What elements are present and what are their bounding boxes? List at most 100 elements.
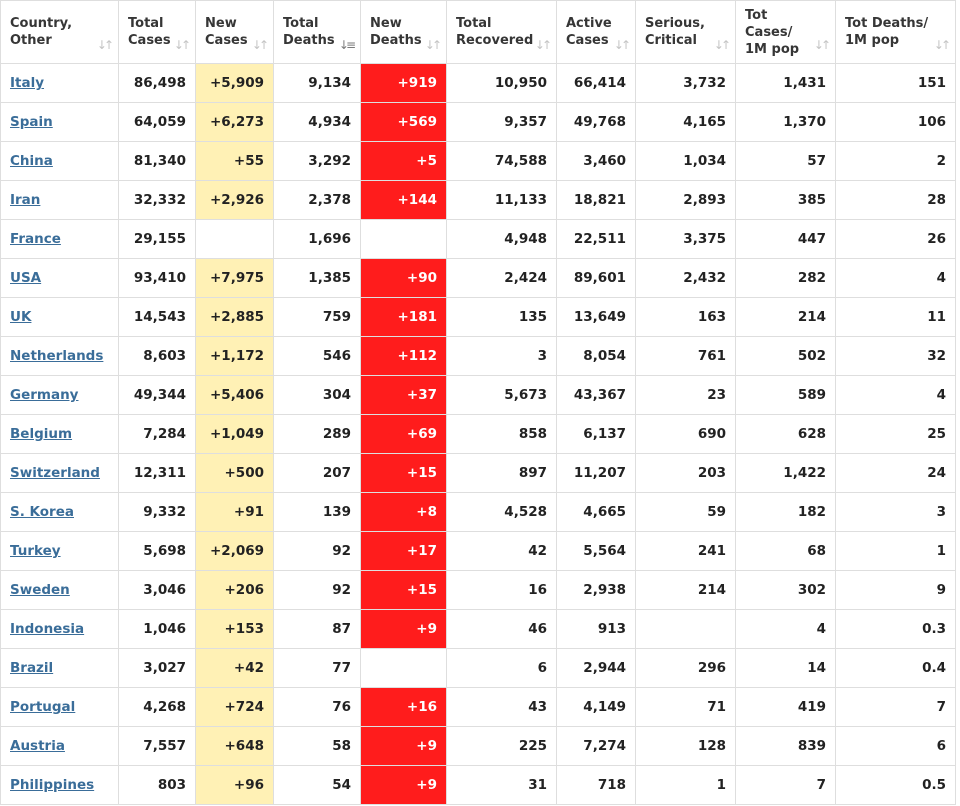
header-label: Serious, Critical — [645, 16, 705, 48]
sort-arrows-icon[interactable]: ↓↑ — [713, 38, 731, 52]
serious-critical-cell: 4,165 — [635, 102, 736, 142]
country-cell: Netherlands — [0, 336, 119, 376]
total-deaths-cell: 2,378 — [273, 180, 361, 220]
active-cases-cell: 7,274 — [556, 726, 636, 766]
total-cases-cell: 32,332 — [118, 180, 196, 220]
country-link[interactable]: Sweden — [10, 582, 70, 598]
country-cell: Portugal — [0, 687, 119, 727]
total-deaths-cell: 207 — [273, 453, 361, 493]
cases-per-1m-cell: 589 — [735, 375, 836, 415]
column-header-total-recovered[interactable]: Total Recovered ↓↑ — [446, 0, 557, 64]
sort-arrows-icon[interactable]: ↓↑ — [173, 38, 191, 52]
country-link[interactable]: Indonesia — [10, 621, 85, 637]
new-deaths-cell: +144 — [360, 180, 447, 220]
country-cell: USA — [0, 258, 119, 298]
country-link[interactable]: Germany — [10, 387, 79, 403]
country-cell: Belgium — [0, 414, 119, 454]
country-link[interactable]: France — [10, 231, 61, 247]
country-link[interactable]: Brazil — [10, 660, 54, 676]
deaths-per-1m-cell: 11 — [835, 297, 956, 337]
new-cases-cell: +2,926 — [195, 180, 274, 220]
serious-critical-cell: 3,732 — [635, 63, 736, 103]
total-cases-cell: 3,027 — [118, 648, 196, 688]
total-cases-cell: 803 — [118, 765, 196, 805]
country-link[interactable]: Iran — [10, 192, 41, 208]
header-label: Tot Deaths/1M pop — [845, 16, 929, 48]
total-deaths-cell: 304 — [273, 375, 361, 415]
total-deaths-cell: 3,292 — [273, 141, 361, 181]
country-link[interactable]: USA — [10, 270, 42, 286]
new-deaths-cell: +17 — [360, 531, 447, 571]
active-cases-cell: 2,944 — [556, 648, 636, 688]
total-recovered-cell: 11,133 — [446, 180, 557, 220]
serious-critical-cell — [635, 609, 736, 649]
total-deaths-cell: 546 — [273, 336, 361, 376]
column-header-serious-critical[interactable]: Serious, Critical ↓↑ — [635, 0, 736, 64]
country-link[interactable]: Italy — [10, 75, 45, 91]
table-row: Austria 7,557 +648 58 +9 225 7,274 128 839 6 — [0, 726, 956, 766]
cases-per-1m-cell: 182 — [735, 492, 836, 532]
total-cases-cell: 9,332 — [118, 492, 196, 532]
sort-arrows-icon[interactable]: ↓↑ — [96, 38, 114, 52]
cases-per-1m-cell: 302 — [735, 570, 836, 610]
column-header-active-cases[interactable]: Active Cases ↓↑ — [556, 0, 636, 64]
new-cases-cell: +500 — [195, 453, 274, 493]
sort-arrows-icon[interactable]: ↓↑ — [613, 38, 631, 52]
deaths-per-1m-cell: 1 — [835, 531, 956, 571]
column-header-cases-per-1m[interactable]: Tot Cases/1M pop ↓↑ — [735, 0, 836, 64]
total-recovered-cell: 31 — [446, 765, 557, 805]
cases-per-1m-cell: 1,431 — [735, 63, 836, 103]
cases-per-1m-cell: 447 — [735, 219, 836, 259]
country-link[interactable]: S. Korea — [10, 504, 74, 520]
column-header-new-deaths[interactable]: New Deaths ↓↑ — [360, 0, 447, 64]
table-row: Iran 32,332 +2,926 2,378 +144 11,133 18,821 2,8… — [0, 180, 956, 220]
total-recovered-cell: 225 — [446, 726, 557, 766]
country-link[interactable]: Austria — [10, 738, 65, 754]
sort-arrows-icon[interactable]: ↓↑ — [251, 38, 269, 52]
sort-arrows-icon[interactable]: ↓↑ — [933, 38, 951, 52]
total-cases-cell: 1,046 — [118, 609, 196, 649]
sort-arrows-icon[interactable]: ↓↑ — [424, 38, 442, 52]
new-cases-cell: +42 — [195, 648, 274, 688]
active-cases-cell: 3,460 — [556, 141, 636, 181]
total-deaths-cell: 1,385 — [273, 258, 361, 298]
table-row: USA 93,410 +7,975 1,385 +90 2,424 89,601 2,432 2… — [0, 258, 956, 298]
country-cell: Brazil — [0, 648, 119, 688]
deaths-per-1m-cell: 151 — [835, 63, 956, 103]
country-link[interactable]: UK — [10, 309, 32, 325]
sort-descending-icon[interactable]: ↓≡ — [338, 38, 356, 52]
country-link[interactable]: China — [10, 153, 53, 169]
column-header-total-deaths[interactable]: Total Deaths ↓≡ — [273, 0, 361, 64]
sort-arrows-icon[interactable]: ↓↑ — [813, 38, 831, 52]
country-link[interactable]: Netherlands — [10, 348, 104, 364]
country-link[interactable]: Portugal — [10, 699, 76, 715]
deaths-per-1m-cell: 4 — [835, 258, 956, 298]
deaths-per-1m-cell: 28 — [835, 180, 956, 220]
country-link[interactable]: Turkey — [10, 543, 61, 559]
cases-per-1m-cell: 385 — [735, 180, 836, 220]
column-header-total-cases[interactable]: Total Cases ↓↑ — [118, 0, 196, 64]
active-cases-cell: 2,938 — [556, 570, 636, 610]
country-link[interactable]: Philippines — [10, 777, 95, 793]
country-cell: Indonesia — [0, 609, 119, 649]
new-deaths-cell: +5 — [360, 141, 447, 181]
country-link[interactable]: Belgium — [10, 426, 73, 442]
total-recovered-cell: 6 — [446, 648, 557, 688]
header-label: Country, Other — [10, 16, 73, 48]
sort-arrows-icon[interactable]: ↓↑ — [534, 38, 552, 52]
country-link[interactable]: Spain — [10, 114, 53, 130]
table-row: Sweden 3,046 +206 92 +15 16 2,938 214 302 9 — [0, 570, 956, 610]
column-header-deaths-per-1m[interactable]: Tot Deaths/1M pop ↓↑ — [835, 0, 956, 64]
total-deaths-cell: 87 — [273, 609, 361, 649]
deaths-per-1m-cell: 3 — [835, 492, 956, 532]
country-link[interactable]: Switzerland — [10, 465, 100, 481]
deaths-per-1m-cell: 0.3 — [835, 609, 956, 649]
table-row: UK 14,543 +2,885 759 +181 135 13,649 163 214 11 — [0, 297, 956, 337]
column-header-new-cases[interactable]: New Cases ↓↑ — [195, 0, 274, 64]
serious-critical-cell: 128 — [635, 726, 736, 766]
column-header-country[interactable]: Country, Other ↓↑ — [0, 0, 119, 64]
serious-critical-cell: 2,432 — [635, 258, 736, 298]
new-cases-cell: +7,975 — [195, 258, 274, 298]
new-deaths-cell: +112 — [360, 336, 447, 376]
